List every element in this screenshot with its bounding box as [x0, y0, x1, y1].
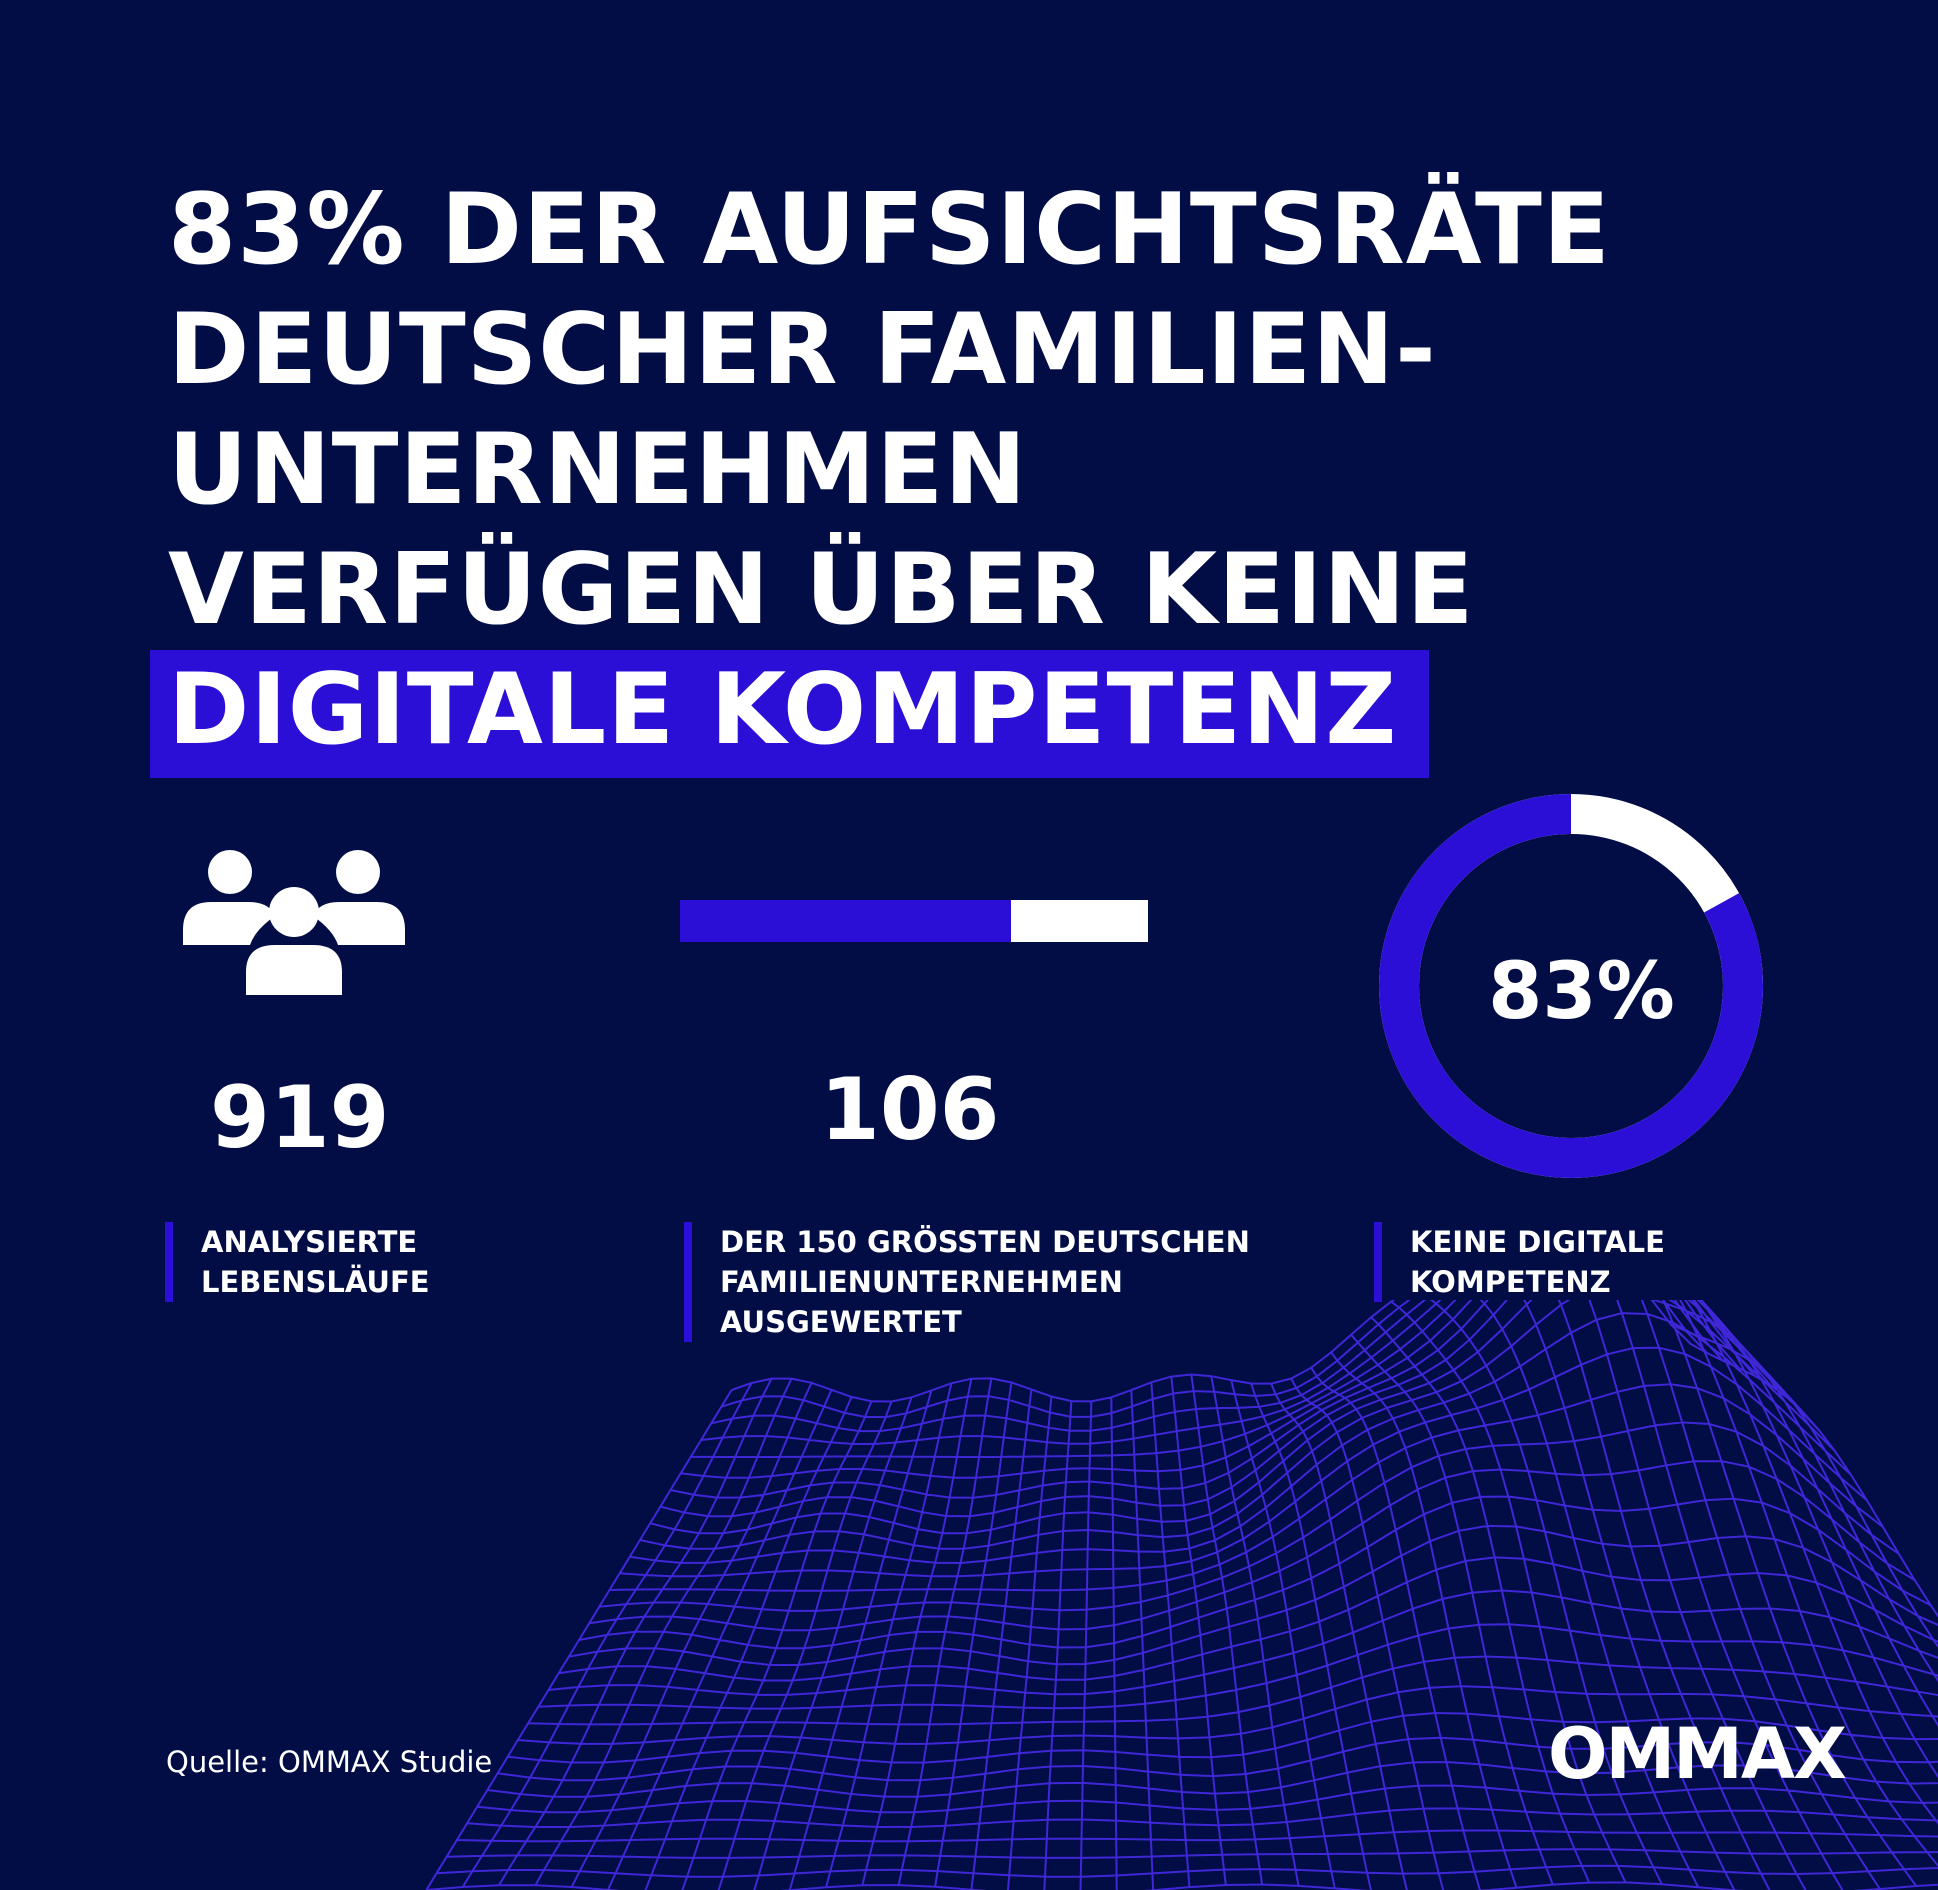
headline-highlight-line: DIGITALE KOMPETENZ — [150, 650, 1611, 778]
headline-line-3: UNTERNEHMEN — [168, 413, 1028, 527]
headline: 83% DER AUFSICHTSRÄTE DEUTSCHER FAMILIEN… — [150, 170, 1611, 778]
headline-line-1: 83% DER AUFSICHTSRÄTE — [168, 173, 1611, 287]
stat-description-line: AUSGEWERTET — [720, 1305, 962, 1339]
source-note: Quelle: OMMAX Studie — [166, 1745, 493, 1779]
headline-line-2: DEUTSCHER FAMILIEN- — [168, 293, 1437, 407]
stat-description-competence: KEINE DIGITALE KOMPETENZ — [1374, 1222, 1665, 1302]
stat-description-line: FAMILIENUNTERNEHMEN — [720, 1265, 1123, 1299]
donut-chart — [1379, 794, 1763, 1178]
stat-description-line: DER 150 GRÖSSTEN DEUTSCHEN — [720, 1225, 1250, 1259]
stat-value-companies: 106 — [820, 1060, 1000, 1160]
stat-description-line: KEINE DIGITALE — [1410, 1225, 1665, 1259]
stat-description-line: ANALYSIERTE — [201, 1225, 418, 1259]
stat-description-cvs: ANALYSIERTE LEBENSLÄUFE — [165, 1222, 430, 1302]
stat-description-line: LEBENSLÄUFE — [201, 1265, 430, 1299]
mesh-lines — [425, 1300, 1938, 1890]
donut-percent-label: 83% — [1488, 947, 1675, 1037]
people-group-icon — [183, 850, 405, 995]
companies-progress-bar — [680, 900, 1148, 942]
wireframe-mountain-graphic — [425, 1300, 1938, 1890]
stat-value-cvs: 919 — [210, 1068, 390, 1168]
stat-description-companies: DER 150 GRÖSSTEN DEUTSCHEN FAMILIENUNTER… — [684, 1222, 1250, 1342]
donut-arc — [1379, 794, 1763, 1178]
headline-highlight: DIGITALE KOMPETENZ — [150, 650, 1430, 778]
progress-bar-fill — [680, 900, 1011, 942]
ommax-logo: OMMAX — [1548, 1713, 1847, 1795]
stat-description-line: KOMPETENZ — [1410, 1265, 1611, 1299]
headline-line-4: VERFÜGEN ÜBER KEINE — [168, 533, 1475, 647]
